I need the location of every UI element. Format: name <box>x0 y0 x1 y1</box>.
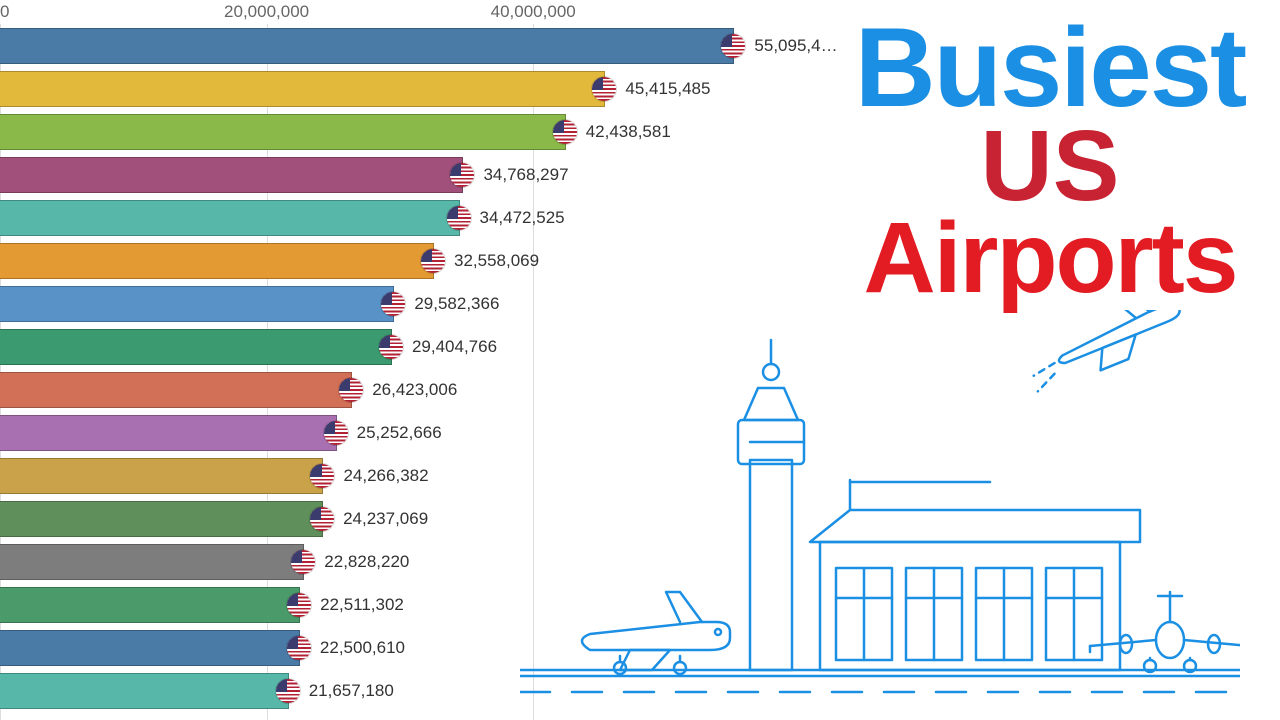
bar <box>0 200 460 236</box>
bar-value-label: 22,828,220 <box>324 552 409 572</box>
bar <box>0 372 352 408</box>
us-flag-icon <box>286 635 312 661</box>
bar-row: 22,500,610 <box>0 630 1280 666</box>
bar-value-label: 42,438,581 <box>586 122 671 142</box>
bar-value-label: 34,472,525 <box>480 208 565 228</box>
bar <box>0 28 734 64</box>
title-block: Busiest US Airports <box>840 12 1260 308</box>
us-flag-icon <box>449 162 475 188</box>
bar-value-label: 32,558,069 <box>454 251 539 271</box>
bar-value-label: 24,237,069 <box>343 509 428 529</box>
axis-tick-label: 20,000,000 <box>224 2 309 22</box>
bar-value-label: 34,768,297 <box>483 165 568 185</box>
bar-value-label: 24,266,382 <box>343 466 428 486</box>
bar-value-label: 29,582,366 <box>414 294 499 314</box>
bar <box>0 286 394 322</box>
bar-row: 25,252,666 <box>0 415 1280 451</box>
bar-row: 24,237,069 <box>0 501 1280 537</box>
bar <box>0 501 323 537</box>
us-flag-icon <box>591 76 617 102</box>
bar <box>0 71 605 107</box>
bar <box>0 673 289 709</box>
bar <box>0 630 300 666</box>
bar-value-label: 26,423,006 <box>372 380 457 400</box>
title-line-2: US <box>840 116 1260 216</box>
bar-value-label: 45,415,485 <box>625 79 710 99</box>
bar <box>0 544 304 580</box>
title-line-1: Busiest <box>840 12 1260 124</box>
bar-value-label: 55,095,4… <box>754 36 837 56</box>
us-flag-icon <box>378 334 404 360</box>
bar <box>0 458 323 494</box>
us-flag-icon <box>309 463 335 489</box>
title-line-3: Airports <box>840 208 1260 308</box>
bar-value-label: 25,252,666 <box>357 423 442 443</box>
bar-row: 24,266,382 <box>0 458 1280 494</box>
axis-tick-label: 0 <box>0 2 9 22</box>
bar-value-label: 22,500,610 <box>320 638 405 658</box>
bar-row: 26,423,006 <box>0 372 1280 408</box>
us-flag-icon <box>275 678 301 704</box>
us-flag-icon <box>420 248 446 274</box>
bar-row: 22,828,220 <box>0 544 1280 580</box>
us-flag-icon <box>446 205 472 231</box>
bar <box>0 415 337 451</box>
bar-value-label: 22,511,302 <box>320 595 404 615</box>
us-flag-icon <box>286 592 312 618</box>
us-flag-icon <box>720 33 746 59</box>
bar-row: 21,657,180 <box>0 673 1280 709</box>
us-flag-icon <box>309 506 335 532</box>
bar <box>0 157 463 193</box>
bar-value-label: 21,657,180 <box>309 681 394 701</box>
us-flag-icon <box>552 119 578 145</box>
bar <box>0 587 300 623</box>
us-flag-icon <box>323 420 349 446</box>
us-flag-icon <box>290 549 316 575</box>
bar-value-label: 29,404,766 <box>412 337 497 357</box>
bar <box>0 329 392 365</box>
bar-row: 22,511,302 <box>0 587 1280 623</box>
bar <box>0 114 566 150</box>
us-flag-icon <box>338 377 364 403</box>
us-flag-icon <box>380 291 406 317</box>
bar-row: 29,404,766 <box>0 329 1280 365</box>
axis-tick-label: 40,000,000 <box>491 2 576 22</box>
bar <box>0 243 434 279</box>
